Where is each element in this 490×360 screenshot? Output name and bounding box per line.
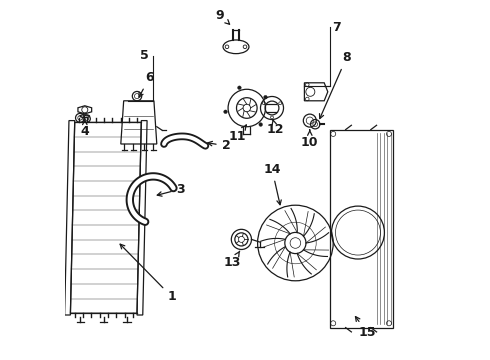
Text: 5: 5 [140,49,148,62]
Text: 6: 6 [139,71,154,97]
Text: 4: 4 [80,119,89,138]
Text: 15: 15 [355,316,376,339]
Text: 13: 13 [224,251,241,269]
Text: 8: 8 [319,51,351,118]
Bar [330,130,392,328]
Circle shape [238,86,241,90]
Circle shape [264,95,268,99]
Text: 10: 10 [301,130,318,149]
Text: 11: 11 [229,125,246,143]
Text: 1: 1 [120,244,176,303]
Text: 12: 12 [267,120,284,136]
Circle shape [259,123,263,126]
Text: 14: 14 [263,163,281,205]
Circle shape [224,110,227,113]
Text: 9: 9 [216,9,230,24]
Text: 2: 2 [208,139,230,152]
Text: 3: 3 [157,183,185,196]
Text: 7: 7 [332,21,341,33]
